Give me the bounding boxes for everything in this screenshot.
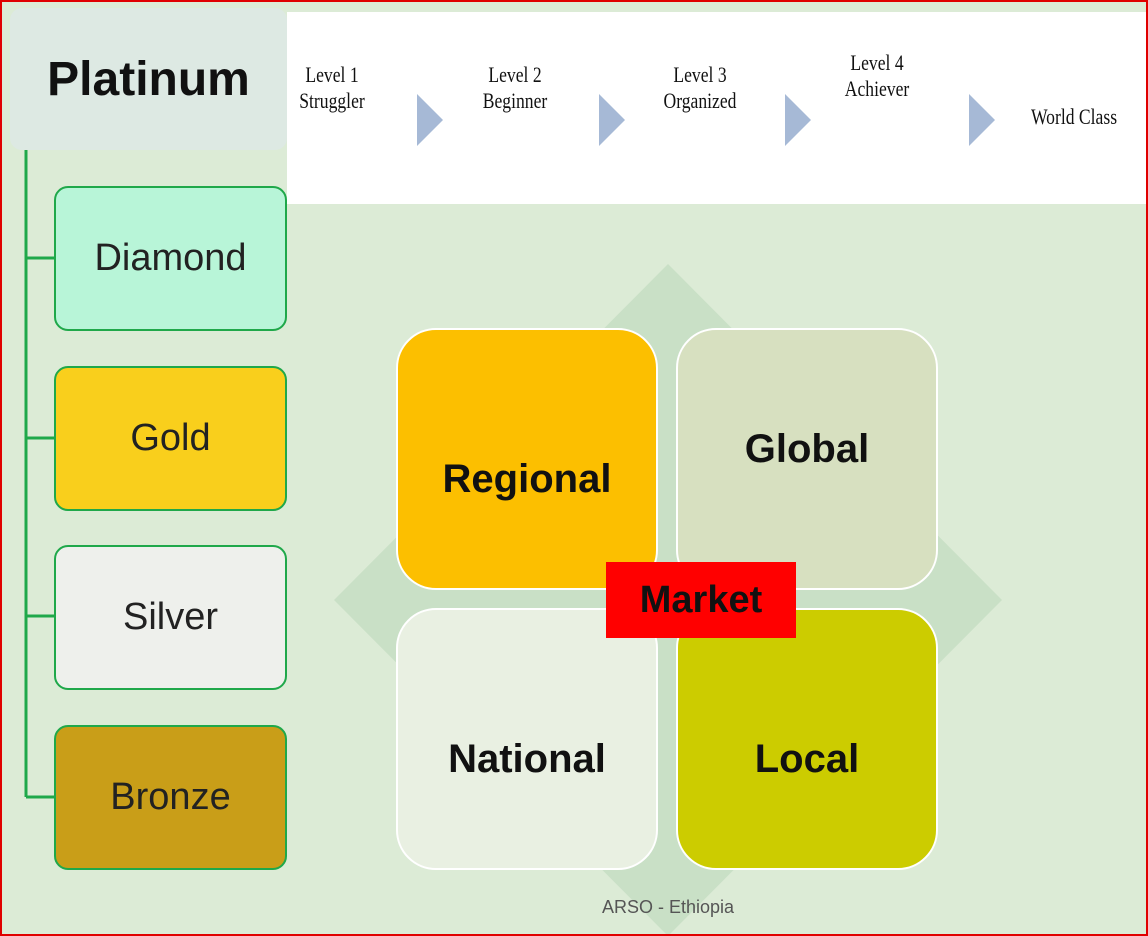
step-level: Level 3 [673, 62, 727, 87]
quadrant: Global [676, 328, 938, 590]
progression-strip: Level 1 Struggler Level 2 Beginner Level 3… [287, 12, 1146, 204]
step-level: Level 2 [488, 62, 542, 87]
step-name: Achiever [844, 76, 910, 101]
quadrant: Local [676, 608, 938, 870]
level-node: Diamond [54, 186, 287, 331]
step-name: World Class [1030, 104, 1118, 129]
quadrant: Regional [396, 328, 658, 590]
step-name: Beginner [482, 88, 548, 113]
center-label: Market [606, 562, 796, 638]
level-node: Silver [54, 545, 287, 690]
step-level: Level 4 [850, 50, 904, 75]
root-node: Platinum [10, 8, 287, 150]
step-level: Level 1 [305, 62, 359, 87]
quadrant: National [396, 608, 658, 870]
footer: ARSO - Ethiopia [601, 896, 735, 917]
level-node: Bronze [54, 725, 287, 870]
step-name: Struggler [299, 88, 365, 113]
level-node: Gold [54, 366, 287, 511]
step-name: Organized [663, 88, 737, 113]
